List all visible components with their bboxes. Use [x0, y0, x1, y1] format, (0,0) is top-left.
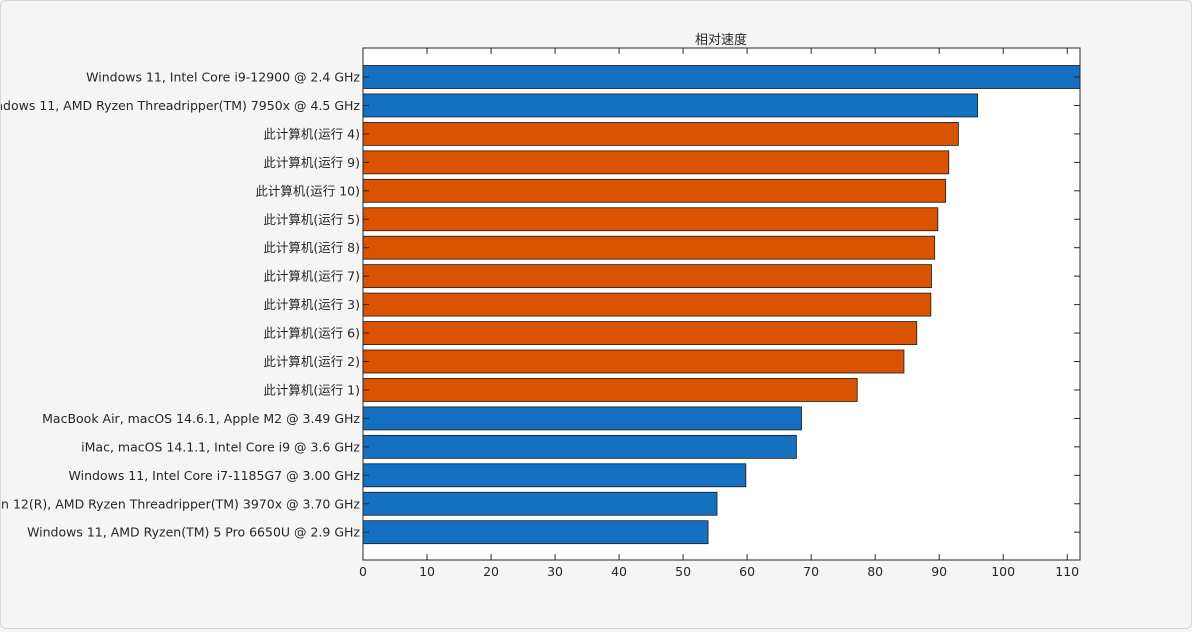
- bar: [362, 150, 950, 175]
- bar: [362, 463, 747, 488]
- x-tick-label: 0: [359, 564, 367, 579]
- category-label: 此计算机(运行 7): [263, 269, 360, 284]
- category-label: 此计算机(运行 3): [263, 297, 360, 312]
- x-tick-label: 50: [675, 564, 691, 579]
- category-label: 此计算机(运行 9): [263, 155, 360, 170]
- bar: [362, 65, 1081, 89]
- bar: [362, 406, 802, 431]
- category-label: iMac, macOS 14.1.1, Intel Core i9 @ 3.6 …: [81, 439, 360, 454]
- x-tick-label: 110: [1055, 564, 1079, 579]
- category-label: 此计算机(运行 1): [263, 382, 360, 397]
- category-label: 此计算机(运行 2): [263, 354, 360, 369]
- bar: [362, 292, 932, 317]
- category-label: 此计算机(运行 6): [263, 326, 360, 341]
- x-tick-label: 70: [803, 564, 819, 579]
- bar: [362, 491, 718, 516]
- x-tick-label: 100: [991, 564, 1015, 579]
- bar: [362, 520, 709, 545]
- bar: [362, 207, 939, 232]
- category-label: Windows 11, Intel Core i9-12900 @ 2.4 GH…: [86, 70, 360, 85]
- x-tick-label: 30: [547, 564, 563, 579]
- category-label: 此计算机(运行 5): [263, 212, 360, 227]
- plot-area-border: [362, 47, 1081, 561]
- x-tick-label: 20: [483, 564, 499, 579]
- category-label: 此计算机(运行 8): [263, 240, 360, 255]
- x-tick-label: 90: [931, 564, 947, 579]
- category-label: Windows 11, AMD Ryzen(TM) 5 Pro 6650U @ …: [27, 525, 360, 540]
- x-tick-label: 10: [419, 564, 435, 579]
- bar: [362, 378, 858, 402]
- bar: [362, 178, 946, 203]
- bar: [362, 93, 978, 118]
- category-label: 此计算机(运行 4): [263, 126, 360, 141]
- category-label: MacBook Air, macOS 14.6.1, Apple M2 @ 3.…: [42, 411, 360, 426]
- category-label: Windows 11, AMD Ryzen Threadripper(TM) 7…: [1, 98, 360, 113]
- bar: [362, 434, 797, 459]
- bar: [362, 122, 959, 146]
- bar: [362, 264, 932, 289]
- category-label: Windows 11, Intel Core i7-1185G7 @ 3.00 …: [69, 468, 361, 483]
- category-label: 此计算机(运行 10): [255, 183, 360, 198]
- x-tick-label: 40: [611, 564, 627, 579]
- bar: [362, 349, 905, 374]
- x-tick-label: 60: [739, 564, 755, 579]
- category-label: Debian 12(R), AMD Ryzen Threadripper(TM)…: [1, 496, 360, 511]
- ticks-group: Windows 11, Intel Core i9-12900 @ 2.4 GH…: [0, 48, 1080, 579]
- bar: [362, 321, 918, 345]
- chart-title: 相对速度: [695, 32, 747, 48]
- x-tick-label: 80: [867, 564, 883, 579]
- bar: [362, 235, 936, 260]
